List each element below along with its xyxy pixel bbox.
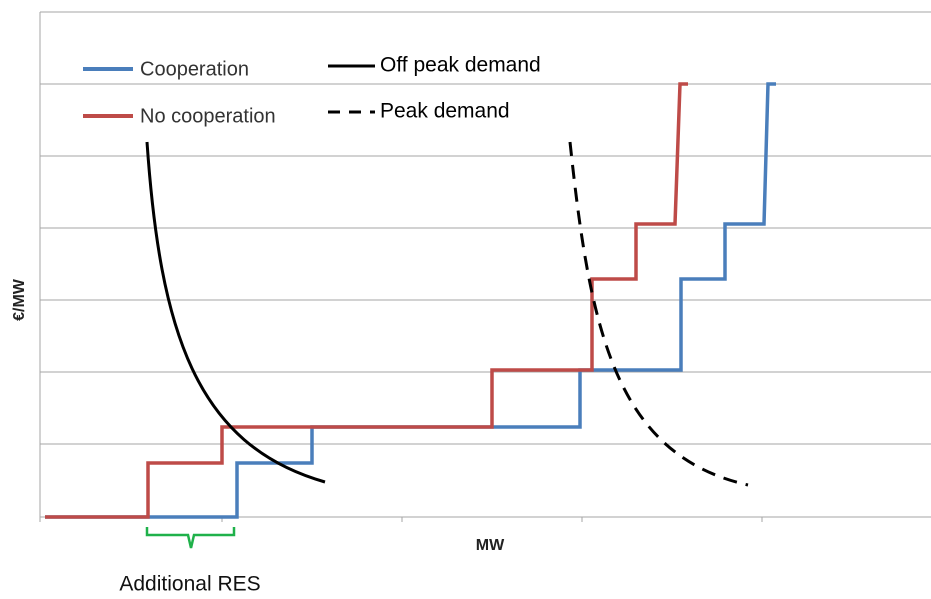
y-axis-label: €/MW [11,278,28,321]
peak-demand-curve [568,141,749,487]
legend-label: Off peak demand [380,54,541,77]
legend-label: Peak demand [380,100,510,123]
cooperation-curve [45,82,776,519]
no-cooperation-curve [45,82,688,519]
annotation: Additional RES [119,573,260,596]
x-axis-label: MW [476,537,505,554]
off-peak-demand-curve [145,141,326,484]
additional-res-brace [145,527,236,549]
legend-label: No cooperation [140,105,276,127]
legend-label: Cooperation [140,58,249,80]
grid [39,11,931,522]
